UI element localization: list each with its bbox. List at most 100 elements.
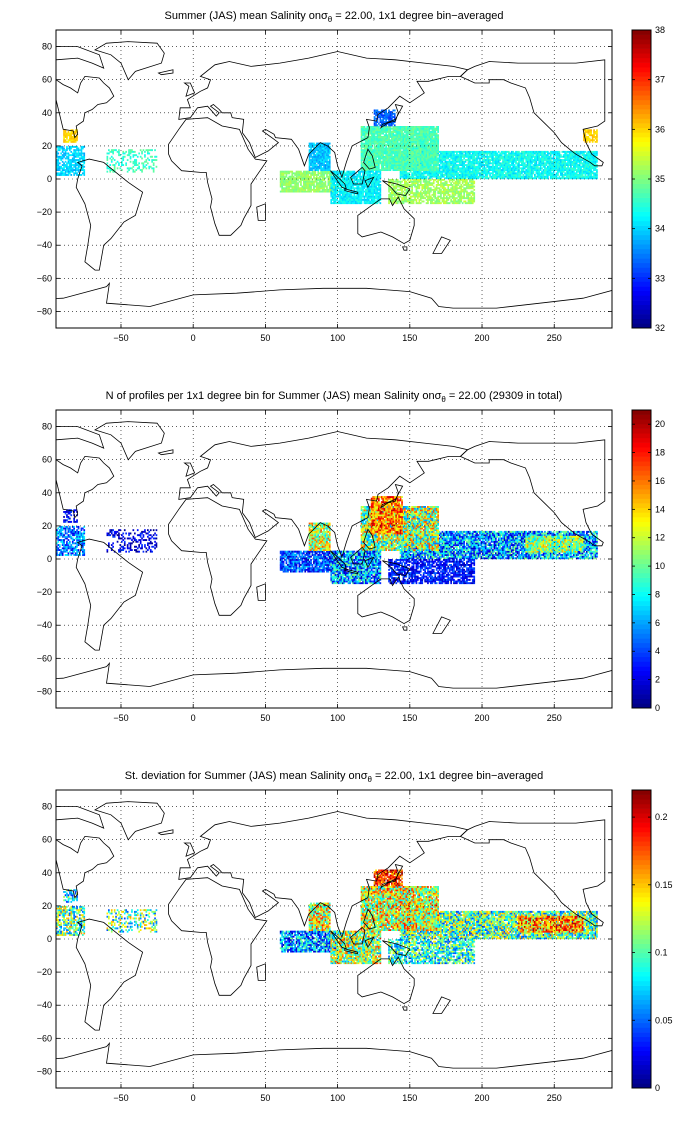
cell: [454, 165, 457, 168]
cell: [432, 154, 435, 157]
cell: [392, 126, 395, 128]
cell: [292, 180, 295, 183]
cell: [372, 172, 374, 175]
cell: [594, 172, 597, 175]
cell: [443, 159, 445, 162]
cell: [432, 159, 435, 162]
cell: [415, 140, 418, 143]
cell: [428, 132, 431, 135]
cell: [427, 164, 429, 167]
cell: [391, 197, 393, 200]
cell: [352, 192, 354, 195]
cell: [311, 157, 314, 160]
cell: [551, 172, 553, 175]
cell: [386, 154, 389, 157]
cell: [483, 155, 486, 158]
cell: [440, 150, 442, 153]
cell: [392, 200, 395, 203]
cell: [525, 160, 528, 163]
cell: [315, 159, 318, 162]
cell: [583, 169, 585, 172]
cell: [323, 167, 325, 170]
cell: [495, 167, 497, 170]
cell: [408, 154, 411, 157]
cell: [497, 160, 500, 163]
cell: [376, 127, 379, 130]
cell: [502, 167, 504, 170]
cell: [392, 136, 395, 138]
cell: [398, 142, 400, 145]
cell: [523, 155, 526, 158]
cell: [412, 157, 415, 160]
cell: [521, 162, 523, 165]
cell: [411, 132, 413, 135]
cell: [525, 177, 528, 180]
cell: [454, 177, 457, 180]
cell: [581, 177, 584, 180]
cell: [590, 177, 592, 180]
cell: [391, 144, 393, 147]
cell: [308, 190, 311, 193]
cell: [428, 127, 431, 130]
cell: [366, 126, 369, 128]
cell: [331, 193, 334, 196]
cell: [326, 175, 328, 178]
cell: [542, 177, 545, 180]
cell: [399, 129, 402, 132]
cell: [349, 202, 351, 205]
cell: [341, 182, 344, 185]
cell: [545, 164, 548, 167]
cell: [453, 175, 455, 178]
cell: [515, 154, 517, 157]
cell: [376, 126, 379, 128]
cell: [509, 160, 512, 163]
cell: [523, 167, 526, 170]
cell: [305, 182, 308, 185]
cell: [398, 137, 400, 140]
cell: [480, 164, 483, 167]
cell: [307, 190, 309, 193]
cell: [379, 198, 382, 201]
cell: [486, 154, 489, 157]
cell: [590, 150, 592, 153]
cell: [331, 197, 334, 200]
cell: [339, 202, 341, 205]
cell: [324, 149, 327, 152]
cell: [373, 157, 376, 160]
cell: [430, 172, 432, 175]
cell: [379, 137, 382, 140]
cell: [352, 198, 354, 201]
cell: [382, 140, 385, 143]
cell: [396, 145, 399, 148]
cell: [331, 187, 334, 190]
cell: [395, 202, 398, 205]
cell: [418, 126, 421, 128]
cell: [388, 154, 390, 157]
cell: [395, 149, 398, 152]
cell: [328, 159, 331, 162]
cell: [431, 139, 434, 142]
cell: [282, 175, 285, 178]
cell: [388, 137, 390, 140]
cell: [431, 145, 434, 148]
cell: [314, 149, 317, 152]
cell: [404, 155, 406, 158]
cell: [404, 140, 406, 143]
cell: [392, 145, 395, 148]
cell: [471, 157, 474, 160]
cell: [378, 157, 380, 160]
cell: [328, 179, 331, 181]
cell: [502, 159, 504, 162]
cell: [460, 152, 463, 155]
cell: [363, 187, 366, 190]
cell: [428, 145, 431, 148]
cell: [471, 159, 474, 162]
cell: [519, 155, 522, 158]
cell: [392, 134, 395, 137]
cell: [405, 149, 408, 152]
cell: [450, 167, 452, 170]
cell: [401, 190, 403, 193]
cell: [415, 154, 418, 157]
cell: [314, 172, 317, 175]
cell: [367, 152, 370, 155]
